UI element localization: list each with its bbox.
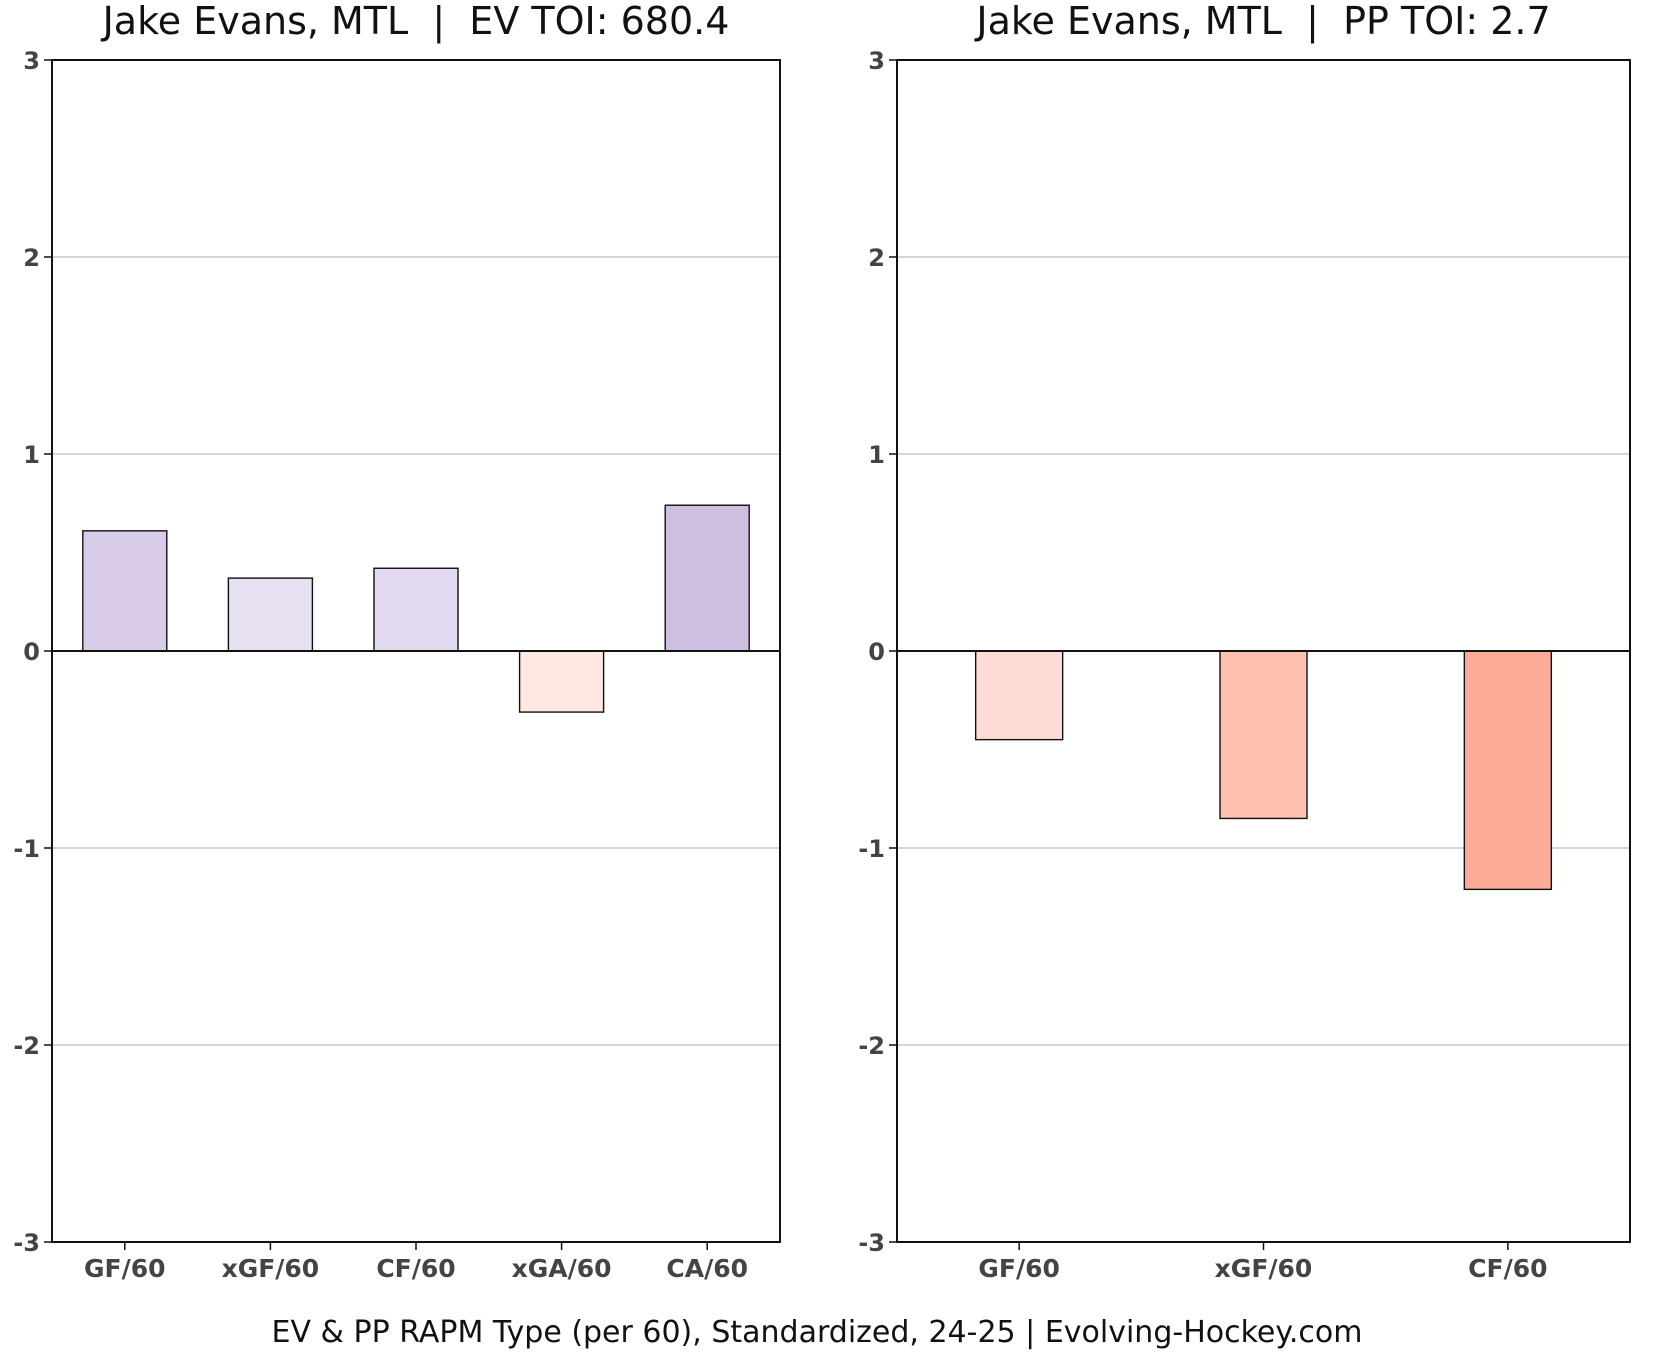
- ev-bar-cf-60: [373, 567, 459, 652]
- pp-bar-cf-60: [1463, 650, 1553, 891]
- pp-ytick-label: 1: [868, 441, 885, 469]
- ev-ytick-label: 2: [23, 244, 40, 272]
- pp-ytick-label: -3: [858, 1229, 885, 1257]
- ev-xtick-label-gf-60: GF/60: [84, 1254, 166, 1283]
- pp-ytick-label: -2: [858, 1032, 885, 1060]
- ev-rapm-panel: -3 -2 -1 0 1 2 3 GF/60 xGF/60 CF/60 xGA/60 CA/60 Jak…: [13, 0, 781, 1283]
- ev-xtick-label-cf-60: CF/60: [376, 1254, 455, 1283]
- pp-ytick-label: 2: [868, 244, 885, 272]
- ev-bar-ca-60: [664, 504, 750, 652]
- pp-ytick-label: 0: [868, 638, 885, 666]
- pp-chart-title: Jake Evans, MTL | PP TOI: 2.7: [974, 0, 1550, 44]
- pp-ytick-label: -1: [858, 835, 885, 863]
- ev-ytick-label: -2: [13, 1032, 40, 1060]
- pp-ytick-label: 3: [868, 47, 885, 75]
- ev-ytick-label: 0: [23, 638, 40, 666]
- pp-xtick-label-gf-60: GF/60: [978, 1254, 1060, 1283]
- pp-bar-gf-60: [974, 650, 1064, 741]
- figure-caption: EV & PP RAPM Type (per 60), Standardized…: [272, 1315, 1363, 1350]
- pp-bar-xgf-60: [1219, 650, 1308, 820]
- ev-ytick-label: -1: [13, 835, 40, 863]
- ev-bar-xga-60: [518, 650, 605, 713]
- pp-rapm-panel: -3 -2 -1 0 1 2 3 GF/60 xGF/60 CF/60 Jake Evans, MT…: [858, 0, 1631, 1283]
- ev-bar-xgf-60: [227, 577, 314, 652]
- pp-xtick-label-xgf-60: xGF/60: [1215, 1254, 1313, 1283]
- ev-ytick-label: 3: [23, 47, 40, 75]
- pp-xtick-label-cf-60: CF/60: [1468, 1254, 1547, 1283]
- ev-chart-title: Jake Evans, MTL | EV TOI: 680.4: [101, 0, 730, 44]
- ev-xtick-label-xga-60: xGA/60: [512, 1254, 612, 1283]
- ev-ytick-label: 1: [23, 441, 40, 469]
- ev-xtick-label-ca-60: CA/60: [666, 1254, 748, 1283]
- ev-bar-gf-60: [82, 530, 168, 652]
- ev-ytick-label: -3: [13, 1229, 40, 1257]
- ev-xtick-label-xgf-60: xGF/60: [222, 1254, 320, 1283]
